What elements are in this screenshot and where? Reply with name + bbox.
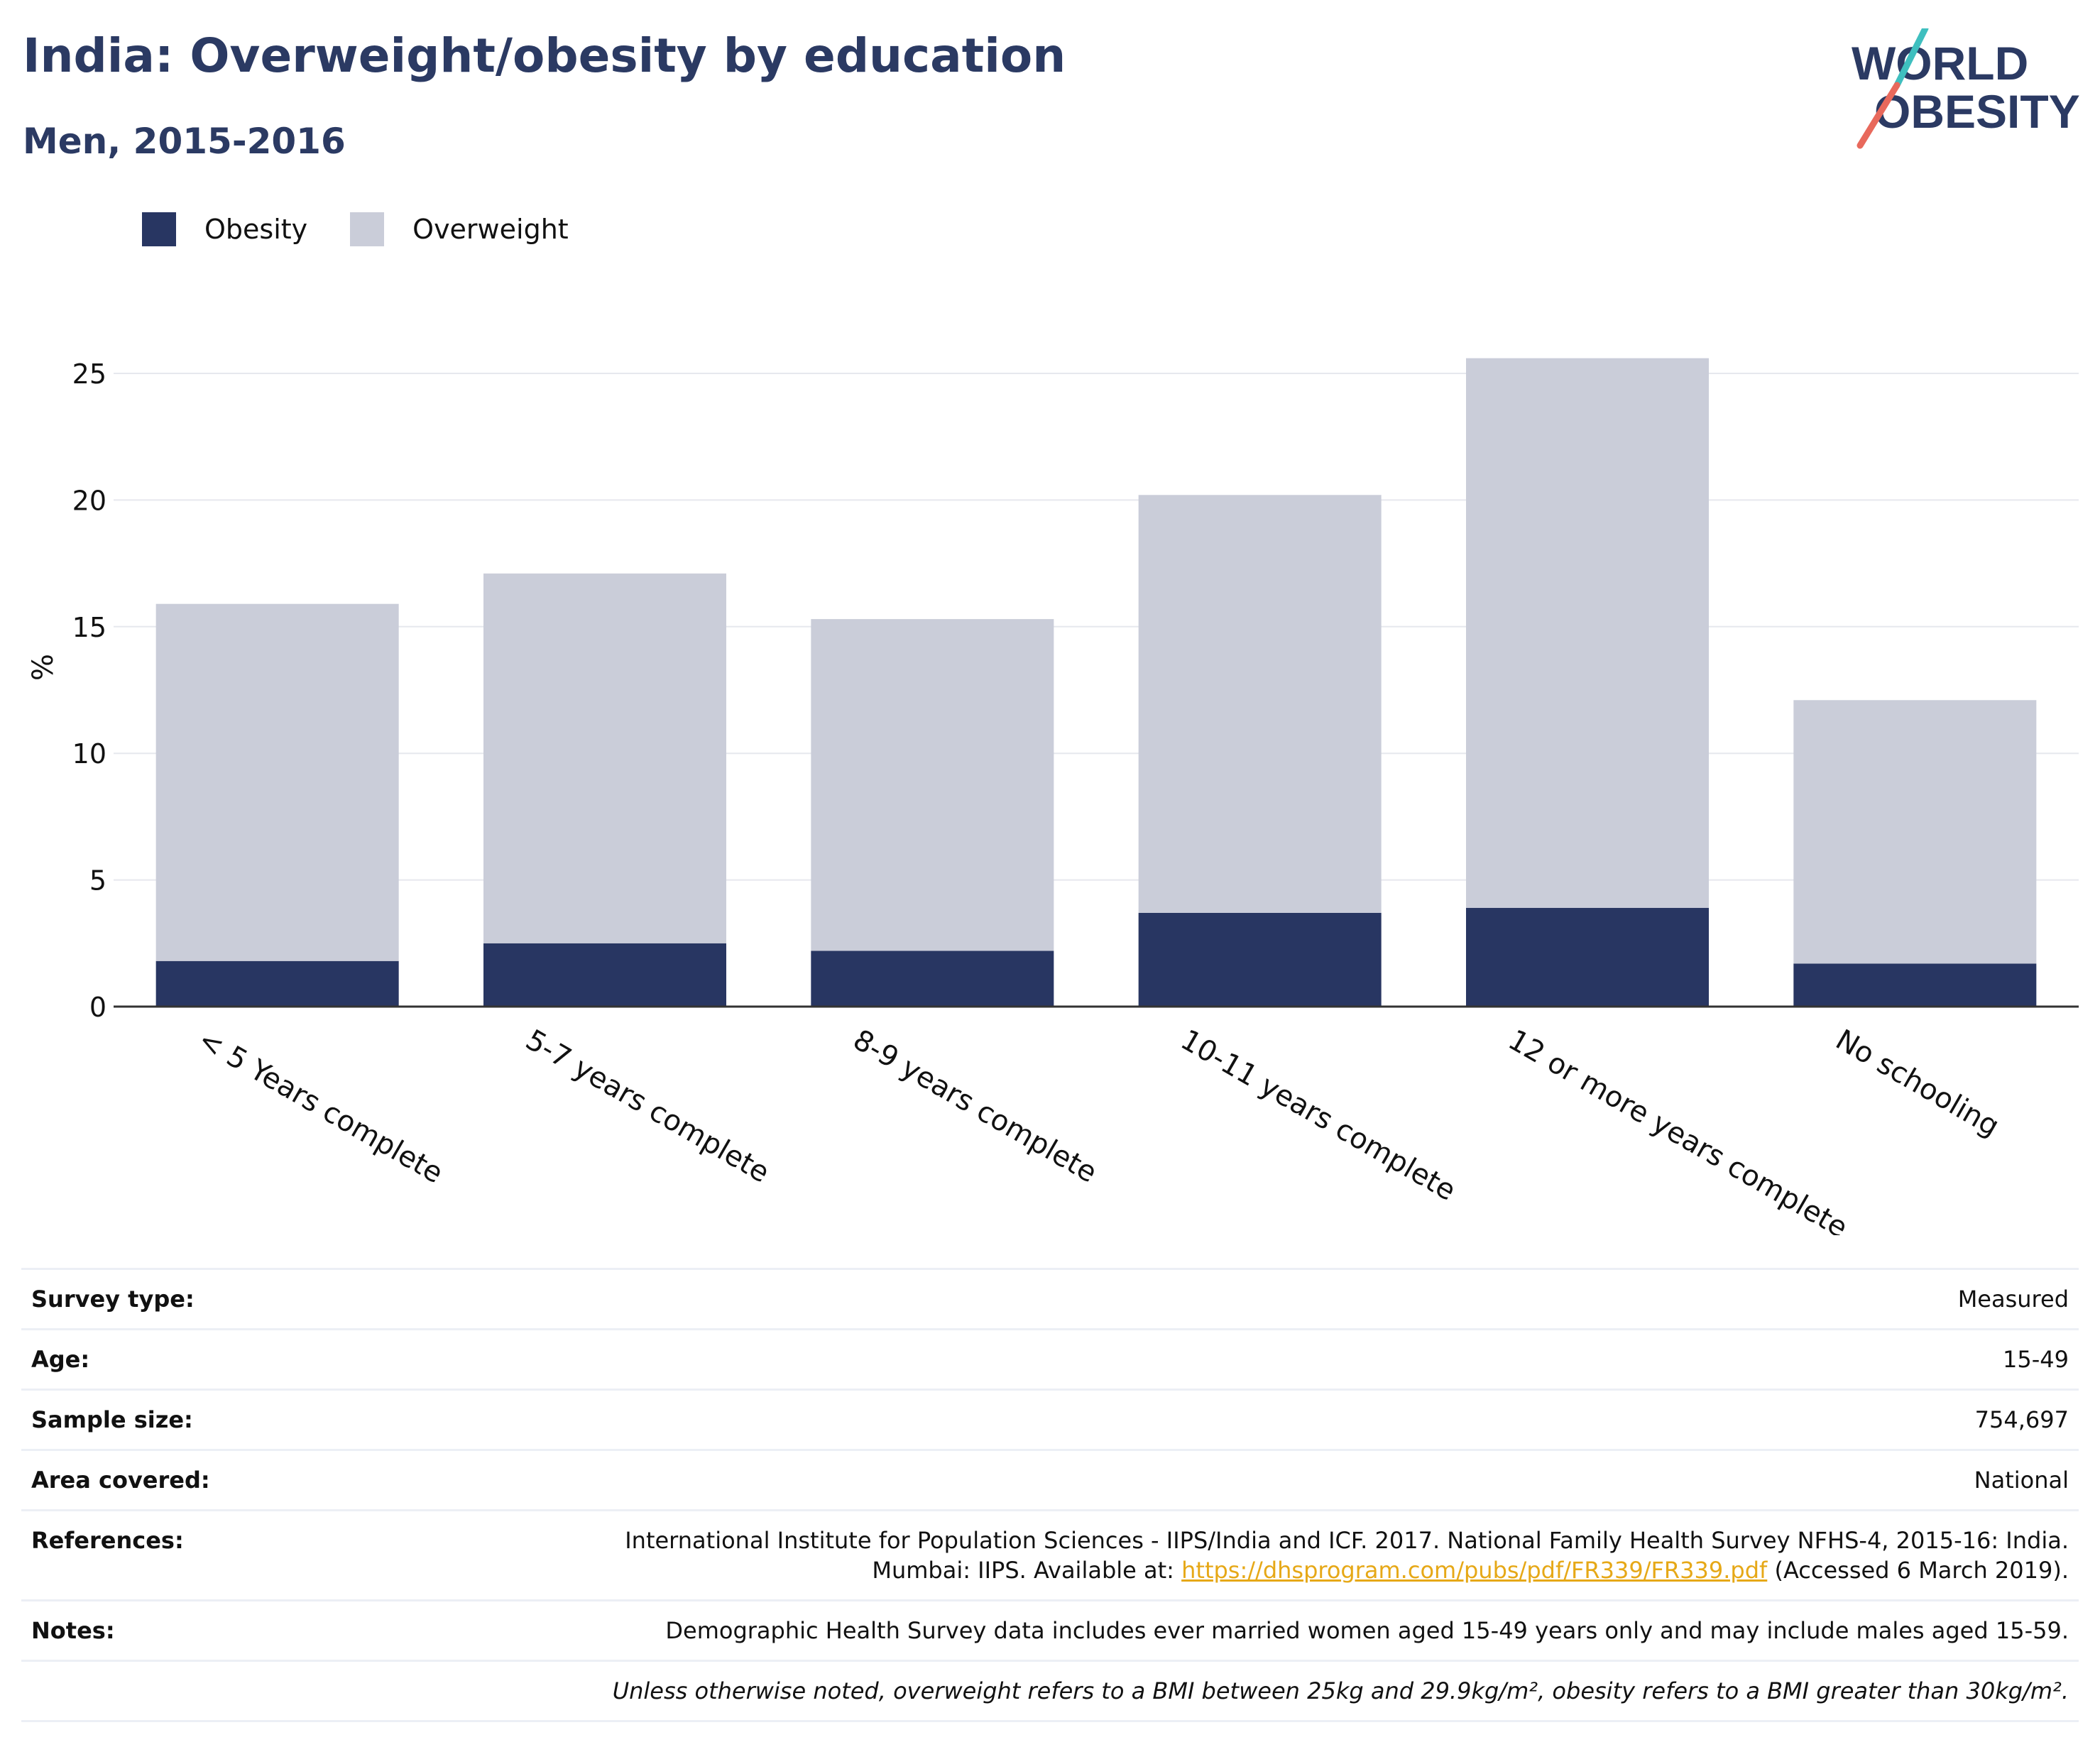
notes-label: Notes:	[31, 1617, 115, 1644]
bar-overweight-0	[155, 603, 399, 961]
bar-overweight-2	[811, 619, 1054, 951]
world-obesity-logo: WORLD OBESITY	[1852, 28, 2080, 149]
references-label: References:	[31, 1527, 184, 1554]
y-tick-label: 25	[72, 358, 106, 390]
survey-type-value: Measured	[1957, 1286, 2069, 1313]
x-tick-label: No schooling	[1830, 1024, 2005, 1143]
y-axis-label: %	[27, 654, 60, 681]
bar-overweight-1	[483, 573, 726, 943]
survey-type-label: Survey type:	[31, 1286, 195, 1313]
notes-value: Demographic Health Survey data includes …	[665, 1617, 2069, 1644]
row-survey-type: Survey type: Measured	[21, 1268, 2079, 1328]
chart-subtitle: Men, 2015-2016	[23, 121, 346, 162]
logo-slash-red	[1856, 82, 1901, 149]
row-references: References: International Institute for …	[21, 1509, 2079, 1599]
chart-title: India: Overweight/obesity by education	[23, 28, 1066, 83]
bar-obesity-5	[1793, 963, 2037, 1007]
bar-overweight-3	[1138, 495, 1382, 913]
sample-size-label: Sample size:	[31, 1406, 193, 1433]
bar-chart: 0 5 10 15 20 25 < 5 Years complete 5-7 years co…	[27, 358, 2079, 1235]
legend-label-overweight: Overweight	[412, 214, 569, 245]
x-tick-label: 12 or more years complete	[1503, 1024, 1853, 1235]
chart-legend: Obesity Overweight	[142, 210, 611, 248]
row-notes: Notes: Demographic Health Survey data in…	[21, 1599, 2079, 1660]
survey-info-table: Survey type: Measured Age: 15-49 Sample …	[21, 1268, 2079, 1722]
x-tick-label: 8-9 years complete	[848, 1024, 1103, 1190]
gridlines	[114, 373, 2079, 881]
bar-overweight-4	[1466, 358, 1709, 908]
x-tick-label: 5-7 years complete	[520, 1024, 775, 1190]
bar-obesity-1	[483, 943, 726, 1007]
legend-swatch-overweight	[350, 212, 385, 246]
row-age: Age: 15-49	[21, 1328, 2079, 1389]
definition-note: Unless otherwise noted, overweight refer…	[612, 1677, 2069, 1704]
y-tick-label: 10	[72, 738, 106, 770]
y-tick-label: 20	[72, 485, 106, 516]
legend-item-overweight: Overweight	[350, 212, 569, 246]
references-link[interactable]: https://dhsprogram.com/pubs/pdf/FR339/FR…	[1181, 1557, 1768, 1584]
x-tick-label: 10-11 years complete	[1175, 1024, 1461, 1207]
references-line1: International Institute for Population S…	[625, 1527, 2069, 1554]
area-covered-value: National	[1974, 1467, 2069, 1494]
y-tick-label: 5	[89, 865, 106, 897]
bar-obesity-3	[1138, 912, 1382, 1007]
sample-size-value: 754,697	[1974, 1406, 2069, 1433]
references-line2-prefix: Mumbai: IIPS. Available at:	[872, 1557, 1182, 1584]
row-area-covered: Area covered: National	[21, 1449, 2079, 1509]
legend-swatch-obesity	[142, 212, 176, 246]
y-tick-label: 0	[89, 992, 106, 1023]
area-covered-label: Area covered:	[31, 1467, 210, 1494]
age-value: 15-49	[2003, 1346, 2069, 1373]
bar-obesity-0	[155, 960, 399, 1007]
legend-item-obesity: Obesity	[142, 212, 307, 246]
references-value: International Institute for Population S…	[625, 1511, 2069, 1599]
logo-line2: OBESITY	[1874, 85, 2080, 138]
bar-obesity-4	[1466, 907, 1709, 1007]
legend-label-obesity: Obesity	[204, 214, 308, 245]
bars	[155, 358, 2037, 1007]
y-tick-label: 15	[72, 612, 106, 643]
x-tick-label: < 5 Years complete	[192, 1024, 448, 1190]
row-definition: Unless otherwise noted, overweight refer…	[21, 1660, 2079, 1722]
logo-slash-teal	[1893, 28, 1929, 89]
bar-obesity-2	[811, 951, 1054, 1007]
bar-overweight-5	[1793, 700, 2037, 964]
logo-line1: WORLD	[1852, 37, 2028, 89]
references-line2-suffix: (Accessed 6 March 2019).	[1767, 1557, 2069, 1584]
age-label: Age:	[31, 1346, 90, 1373]
row-sample-size: Sample size: 754,697	[21, 1389, 2079, 1449]
